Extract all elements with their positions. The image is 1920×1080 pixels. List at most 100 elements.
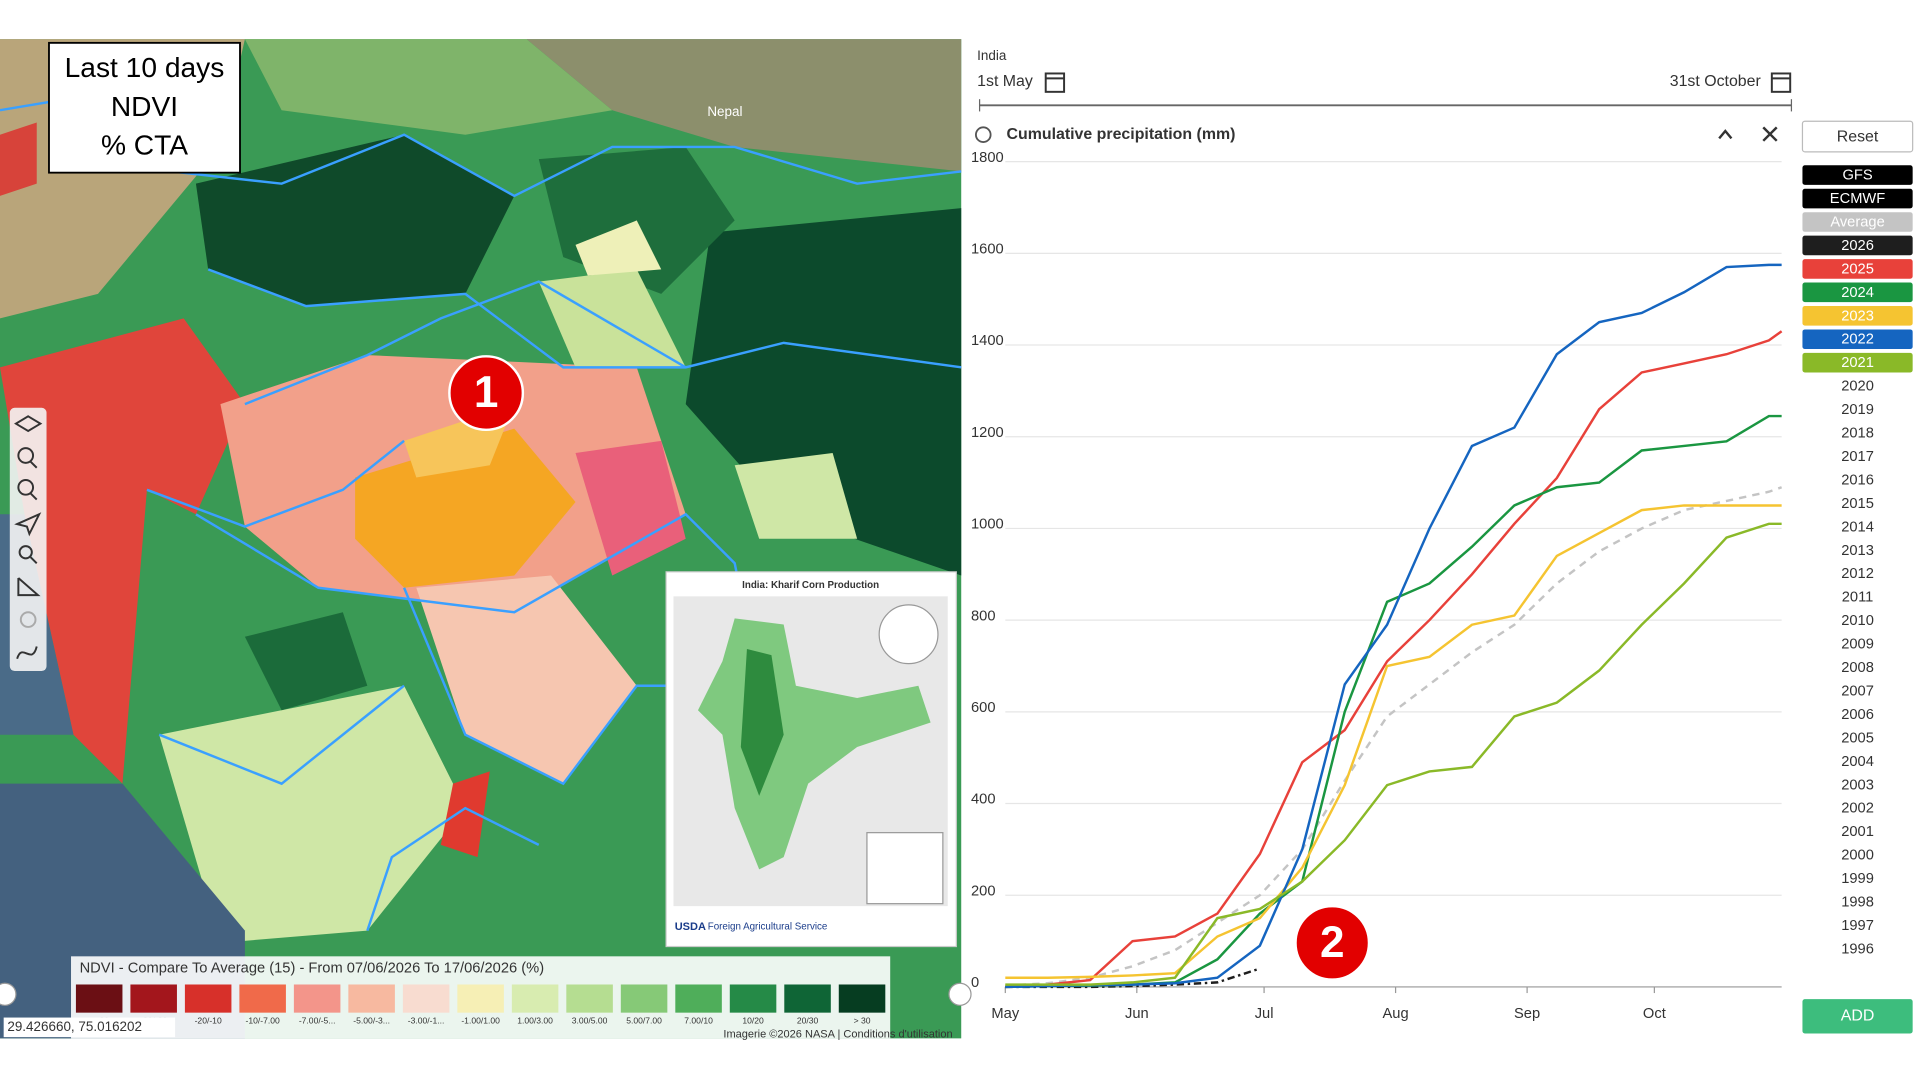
- marker: [1294, 904, 1371, 981]
- marker-label: 1: [474, 368, 499, 417]
- map-label: Last 10 days NDVI % CTA: [65, 52, 225, 160]
- year-option[interactable]: 1997: [1841, 918, 1874, 934]
- map-toolbar[interactable]: [9, 407, 47, 672]
- legend-button[interactable]: [1802, 306, 1913, 326]
- coordinates-box: [3, 1017, 176, 1038]
- map-label-line: Last 10 days: [65, 52, 225, 83]
- year-option[interactable]: 2018: [1841, 426, 1874, 442]
- year-option[interactable]: 2007: [1841, 683, 1874, 699]
- x-tick-label: Jun: [1125, 1006, 1149, 1022]
- year-option[interactable]: 2014: [1841, 519, 1874, 535]
- legend-swatch: [130, 984, 177, 1013]
- forecast-button[interactable]: [1802, 188, 1913, 209]
- legend-swatch: [838, 984, 886, 1013]
- legend-swatch-label: 1.00/3.00: [517, 1015, 553, 1025]
- end-date[interactable]: 31st October: [1670, 73, 1762, 90]
- legend-swatch-label: -5.00/-3...: [353, 1015, 390, 1025]
- year-option[interactable]: 2009: [1841, 637, 1874, 653]
- y-tick-label: 200: [971, 883, 996, 899]
- year-option[interactable]: 1998: [1841, 895, 1874, 911]
- series-line: [1005, 967, 1261, 989]
- year-option[interactable]: 2011: [1842, 590, 1874, 606]
- year-option[interactable]: 1996: [1841, 941, 1874, 957]
- close-button[interactable]: [1762, 126, 1778, 142]
- inset-agency: USDA: [675, 921, 706, 933]
- series-line: [1005, 504, 1782, 979]
- year-option[interactable]: 2012: [1841, 566, 1874, 582]
- year-option[interactable]: 2016: [1841, 472, 1874, 488]
- year-option[interactable]: 2003: [1841, 777, 1874, 793]
- year-option[interactable]: 2004: [1841, 754, 1874, 770]
- legend-label[interactable]: 2023: [1841, 308, 1874, 324]
- series-line: [1005, 330, 1783, 989]
- year-option[interactable]: 2015: [1841, 496, 1874, 512]
- reset-label[interactable]: Reset: [1837, 128, 1879, 145]
- year-option[interactable]: 2008: [1841, 660, 1874, 676]
- legend-swatch: [239, 984, 286, 1013]
- legend-button[interactable]: [1802, 352, 1913, 373]
- legend-swatch-label: 7.00/10: [684, 1015, 713, 1025]
- pan-left[interactable]: [0, 982, 17, 1006]
- add-button[interactable]: [1802, 999, 1913, 1034]
- chart: 0 200 400 600 800 1000 1200 1400 1600 1800 May Jun J…: [971, 150, 1913, 1022]
- collapse-button[interactable]: [1718, 129, 1733, 140]
- y-tick-label: 600: [971, 700, 996, 716]
- x-tick-label: Oct: [1643, 1006, 1666, 1022]
- year-option[interactable]: 2017: [1841, 449, 1874, 465]
- map[interactable]: [0, 39, 962, 1039]
- legend-label[interactable]: 2024: [1841, 285, 1874, 301]
- forecast-button-label[interactable]: GFS: [1842, 168, 1872, 184]
- calendar-icons[interactable]: [1044, 72, 1792, 93]
- legend-swatch: [729, 984, 777, 1013]
- year-option[interactable]: 2020: [1841, 379, 1874, 395]
- inset-title: India: Kharif Corn Production: [742, 580, 879, 591]
- legend-swatch: [457, 984, 504, 1013]
- legend-label[interactable]: 2026: [1841, 238, 1874, 254]
- start-date[interactable]: 1st May: [977, 73, 1033, 90]
- year-option[interactable]: 2010: [1841, 613, 1874, 629]
- y-tick-label: 0: [971, 975, 979, 991]
- legend-label[interactable]: 2021: [1841, 355, 1874, 371]
- region: India: [977, 48, 1007, 63]
- legend-swatch: [620, 984, 668, 1013]
- year-option[interactable]: 2002: [1841, 801, 1874, 817]
- legend-label[interactable]: 2025: [1841, 261, 1874, 277]
- legend-swatch: [348, 984, 395, 1013]
- legend-button[interactable]: [1802, 282, 1913, 303]
- legend-button[interactable]: [1802, 212, 1913, 232]
- legend-button[interactable]: [1802, 329, 1913, 350]
- legend-swatch-label: -10/-7.00: [246, 1015, 281, 1025]
- x-tick-label: Sep: [1514, 1006, 1540, 1022]
- forecast-button[interactable]: [1802, 165, 1913, 185]
- year-option[interactable]: 2019: [1841, 402, 1874, 418]
- attribution: Imagerie ©2026 NASA | Conditions d'utili…: [723, 1029, 952, 1041]
- map-label-box: [48, 41, 241, 174]
- reset-button[interactable]: [1801, 120, 1914, 153]
- forecast-button-label[interactable]: ECMWF: [1830, 191, 1886, 207]
- year-option[interactable]: 2001: [1841, 824, 1874, 840]
- pan-right[interactable]: [948, 982, 972, 1006]
- series-line: [1005, 486, 1783, 987]
- y-tick-label: 1600: [971, 242, 1004, 258]
- legend-swatch: [511, 984, 559, 1013]
- coordinates: 29.426660, 75.016202: [7, 1019, 142, 1034]
- chart-icon: [975, 126, 992, 143]
- legend-button[interactable]: [1802, 259, 1913, 279]
- legend-label[interactable]: 2022: [1841, 332, 1874, 348]
- legend-swatch-label: 5.00/7.00: [626, 1015, 662, 1025]
- legend-button[interactable]: [1802, 235, 1913, 256]
- year-option[interactable]: 2006: [1841, 707, 1874, 723]
- year-option[interactable]: 2000: [1841, 848, 1874, 864]
- legend-swatch-label: 20/30: [797, 1015, 819, 1025]
- year-option[interactable]: 2005: [1841, 730, 1874, 746]
- add-label[interactable]: ADD: [1841, 1008, 1875, 1025]
- year-option[interactable]: 2013: [1841, 543, 1874, 559]
- chart-title: Cumulative precipitation (mm): [1007, 126, 1236, 143]
- x-tick-label: Aug: [1383, 1006, 1409, 1022]
- y-tick-label: 1800: [971, 150, 1004, 166]
- legend-swatch-label: -7.00/-5...: [299, 1015, 336, 1025]
- year-option[interactable]: 1999: [1841, 871, 1874, 887]
- date-slider[interactable]: [978, 99, 1793, 112]
- legend-label[interactable]: Average: [1830, 214, 1884, 230]
